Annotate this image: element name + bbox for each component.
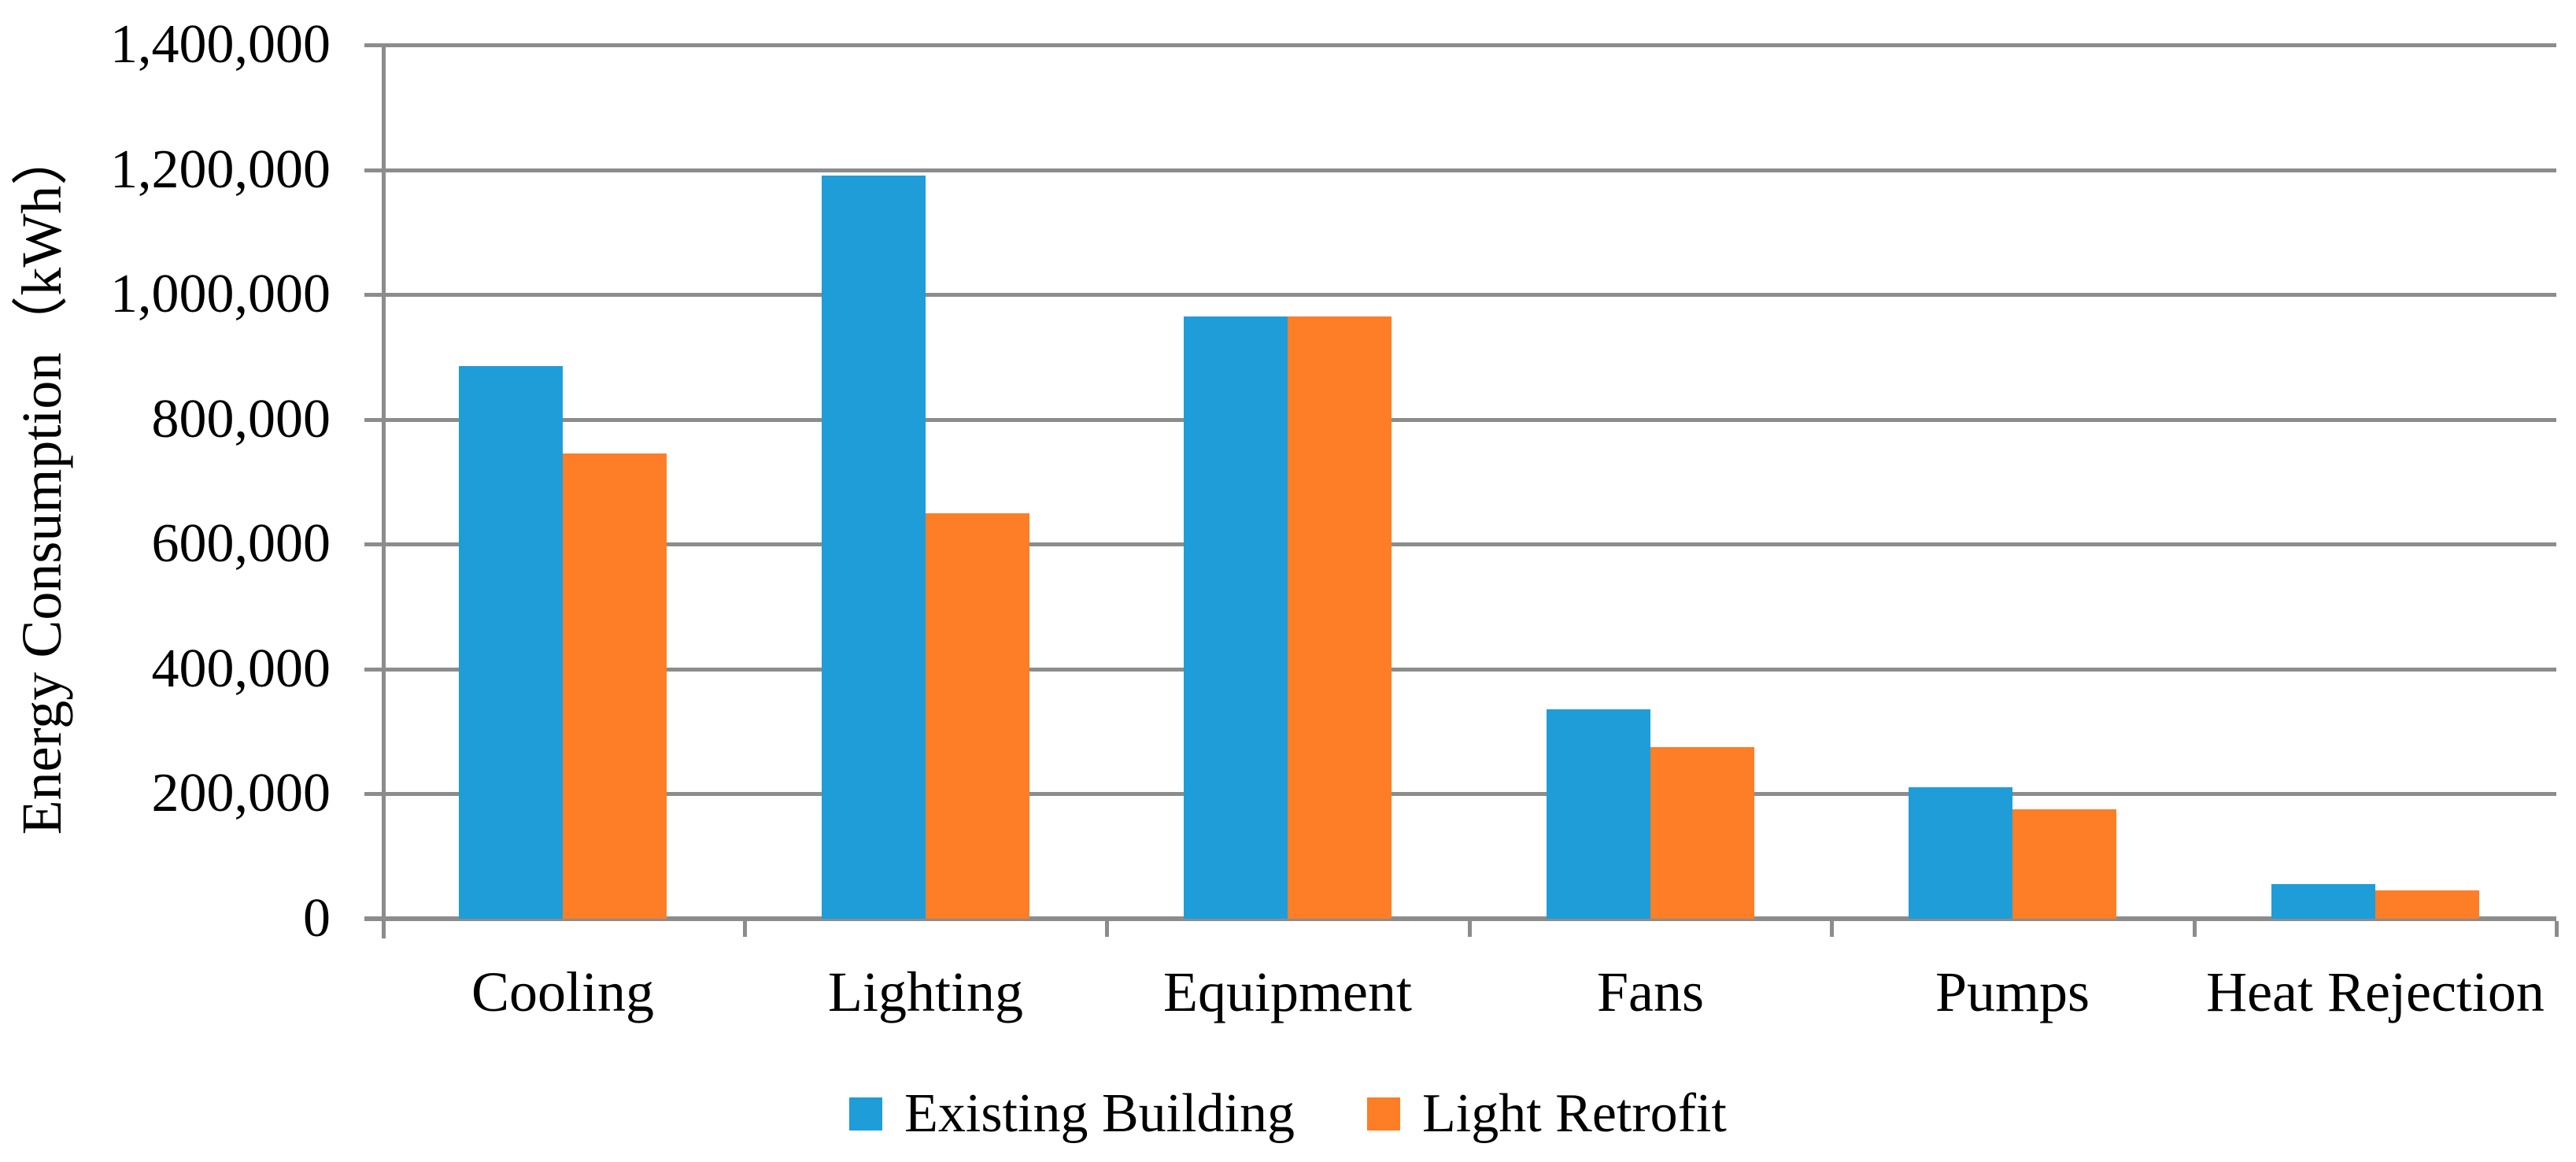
bar-existing-building-cooling (459, 366, 563, 919)
y-axis-tick (364, 668, 382, 672)
bar-light-retrofit-heat-rejection (2375, 890, 2479, 919)
gridline (382, 418, 2556, 422)
bar-existing-building-fans (1547, 709, 1650, 919)
y-axis-line (382, 45, 386, 938)
y-axis-tick-label: 0 (303, 888, 331, 949)
bar-existing-building-equipment (1184, 316, 1288, 919)
x-axis-tick (1105, 921, 1109, 937)
gridline (382, 668, 2556, 672)
y-axis-tick-label: 800,000 (151, 389, 331, 450)
x-axis-tick (1830, 921, 1834, 937)
bar-light-retrofit-fans (1650, 747, 1754, 919)
y-axis-tick-label: 1,200,000 (110, 139, 331, 200)
x-axis-tick (2555, 921, 2559, 937)
x-axis-category-label: Heat Rejection (2206, 960, 2545, 1023)
gridline (382, 792, 2556, 796)
legend-swatch-existing-building (849, 1097, 883, 1131)
legend: Existing Building Light Retrofit (0, 1085, 2576, 1143)
legend-item-light-retrofit: Light Retrofit (1367, 1085, 1727, 1143)
x-axis-tick (2193, 921, 2197, 937)
gridline (382, 542, 2556, 546)
x-axis-category-label: Fans (1596, 960, 1705, 1023)
bar-light-retrofit-cooling (563, 453, 667, 919)
legend-swatch-light-retrofit (1367, 1097, 1400, 1131)
legend-label-light-retrofit: Light Retrofit (1422, 1083, 1727, 1144)
y-axis-tick-label: 1,000,000 (110, 264, 331, 324)
legend-label-existing-building: Existing Building (904, 1083, 1295, 1144)
x-axis-category-label: Equipment (1163, 960, 1412, 1023)
x-axis-line (364, 916, 2556, 921)
legend-item-existing-building: Existing Building (849, 1085, 1295, 1143)
y-axis-tick-label: 200,000 (151, 763, 331, 823)
y-axis-tick (364, 168, 382, 172)
gridline (382, 43, 2556, 47)
y-axis-tick-label: 400,000 (151, 638, 331, 699)
x-axis-tick (743, 921, 747, 937)
bar-existing-building-lighting (822, 176, 926, 919)
gridline (382, 293, 2556, 297)
y-axis-tick-label: 1,400,000 (110, 14, 331, 75)
y-axis-tick (364, 293, 382, 297)
bar-light-retrofit-lighting (926, 513, 1029, 919)
y-axis-tick (364, 418, 382, 422)
x-axis-category-label: Pumps (1935, 960, 2090, 1023)
y-axis-tick (364, 542, 382, 546)
bar-existing-building-pumps (1909, 787, 2012, 919)
x-axis-tick (1468, 921, 1472, 937)
x-axis-category-label: Cooling (471, 960, 655, 1023)
y-axis-tick-label: 600,000 (151, 513, 331, 574)
bar-light-retrofit-equipment (1288, 316, 1391, 919)
y-axis-tick (364, 792, 382, 796)
y-axis-tick (364, 43, 382, 47)
bar-light-retrofit-pumps (2012, 809, 2116, 919)
bar-existing-building-heat-rejection (2271, 884, 2375, 919)
x-axis-category-label: Lighting (828, 960, 1023, 1023)
gridline (382, 168, 2556, 172)
